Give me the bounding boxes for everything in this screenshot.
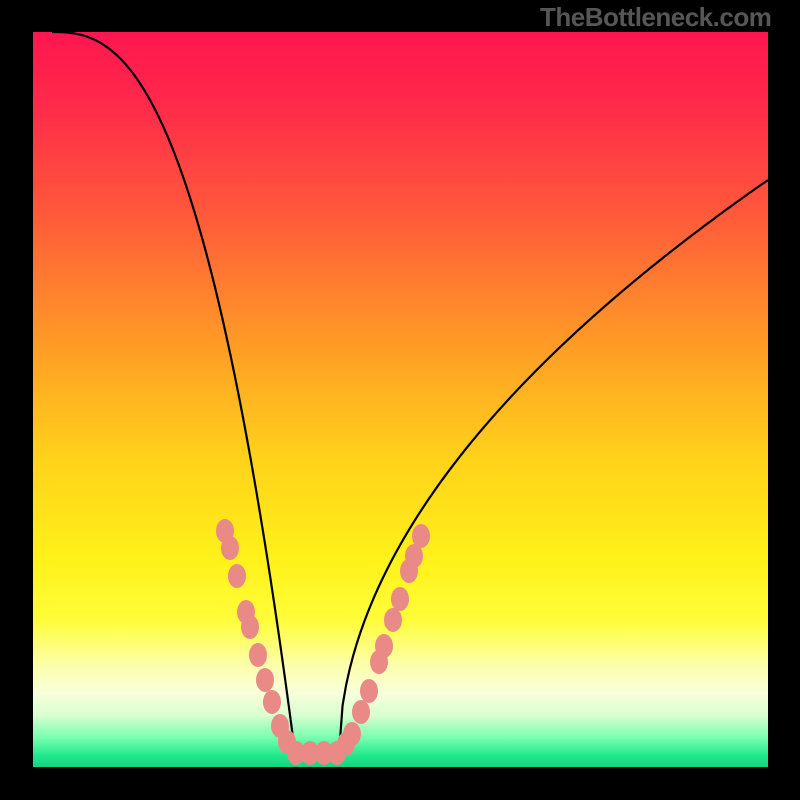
left-branch-marker [228,564,246,588]
right-branch-marker [384,608,402,632]
left-branch-marker [263,690,281,714]
trough-marker [328,741,346,765]
right-branch-marker [391,587,409,611]
left-branch-marker [221,536,239,560]
right-branch-marker [352,700,370,724]
right-branch-marker [360,679,378,703]
right-branch-marker [375,634,393,658]
watermark-text: TheBottleneck.com [540,2,771,33]
right-branch-marker [343,722,361,746]
left-branch-marker [241,615,259,639]
left-branch-marker [249,643,267,667]
bottleneck-curve [33,32,768,767]
v-curve [52,32,768,753]
right-branch-marker [412,524,430,548]
left-branch-marker [256,668,274,692]
